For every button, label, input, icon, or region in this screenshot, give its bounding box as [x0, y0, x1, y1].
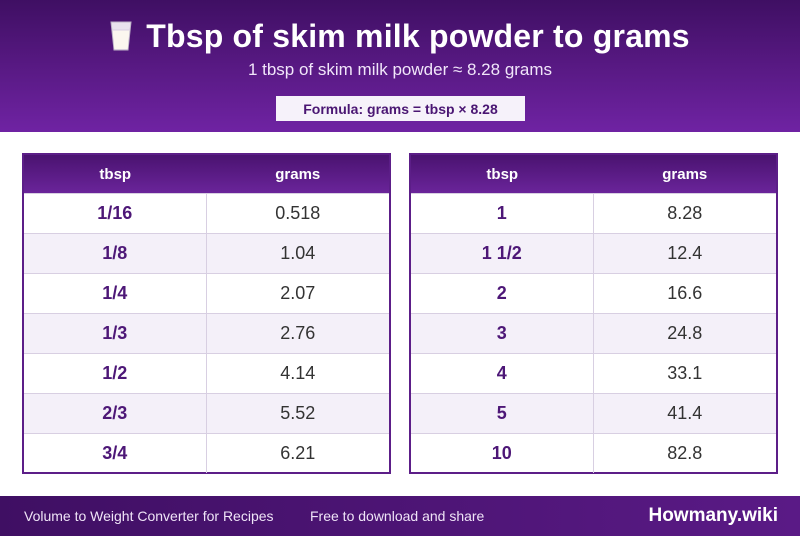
grams-cell: 2.07	[280, 283, 316, 303]
table-row: 1 1/2 12.4	[411, 233, 776, 273]
column-header-tbsp: tbsp	[99, 165, 132, 183]
table-row: 2 16.6	[411, 273, 776, 313]
tbsp-cell: 10	[411, 434, 594, 473]
conversion-table-right: tbsp grams 1 8.28 1 1/2 12.4 2 16.6 3 24.8 4…	[409, 153, 778, 474]
tbsp-cell: 3/4	[24, 434, 207, 473]
table-row: 3/4 6.21	[24, 433, 389, 473]
table-row: 10 82.8	[411, 433, 776, 473]
tbsp-cell: 5	[411, 394, 594, 433]
table-header: tbsp grams	[24, 155, 389, 193]
page-subtitle: 1 tbsp of skim milk powder ≈ 8.28 grams	[247, 60, 553, 79]
table-header: tbsp grams	[411, 155, 776, 193]
title-row: Tbsp of skim milk powder to grams	[0, 14, 800, 58]
column-header-grams: grams	[662, 165, 708, 183]
footer-bar: Volume to Weight Converter for Recipes F…	[0, 496, 800, 536]
tbsp-cell: 1/4	[24, 274, 207, 313]
table-row: 3 24.8	[411, 313, 776, 353]
tbsp-cell: 1/3	[24, 314, 207, 353]
table-row: 1/3 2.76	[24, 313, 389, 353]
tbsp-cell: 1 1/2	[411, 234, 594, 273]
table-row: 1/16 0.518	[24, 193, 389, 233]
table-body: 1/16 0.518 1/8 1.04 1/4 2.07 1/3 2.76 1/2 4.1…	[24, 193, 389, 473]
header-banner: Tbsp of skim milk powder to grams 1 tbsp…	[0, 0, 800, 132]
tbsp-cell: 2/3	[24, 394, 207, 433]
table-row: 5 41.4	[411, 393, 776, 433]
footer-tagline: Volume to Weight Converter for Recipes	[24, 508, 274, 524]
tbsp-cell: 2	[411, 274, 594, 313]
grams-cell: 2.76	[280, 323, 316, 343]
milk-glass-icon	[110, 21, 132, 51]
page-title: Tbsp of skim milk powder to grams	[146, 17, 690, 54]
tbsp-cell: 1	[411, 194, 594, 233]
table-row: 4 33.1	[411, 353, 776, 393]
tbsp-cell: 4	[411, 354, 594, 393]
table-row: 1/8 1.04	[24, 233, 389, 273]
tbsp-cell: 1/2	[24, 354, 207, 393]
table-body: 1 8.28 1 1/2 12.4 2 16.6 3 24.8 4 33.1 5 41.4 …	[411, 193, 776, 473]
tbsp-cell: 1/8	[24, 234, 207, 273]
footer-share-note: Free to download and share	[310, 508, 485, 524]
grams-cell: 8.28	[667, 203, 703, 223]
grams-cell: 1.04	[280, 243, 316, 263]
column-header-tbsp: tbsp	[486, 165, 519, 183]
grams-cell: 82.8	[667, 443, 703, 463]
table-row: 1/2 4.14	[24, 353, 389, 393]
grams-cell: 12.4	[667, 243, 703, 263]
tbsp-cell: 1/16	[24, 194, 207, 233]
grams-cell: 24.8	[667, 323, 703, 343]
column-header-grams: grams	[275, 165, 321, 183]
brand-logo-text[interactable]: Howmany.wiki	[648, 505, 778, 526]
tbsp-cell: 3	[411, 314, 594, 353]
grams-cell: 5.52	[280, 403, 316, 423]
grams-cell: 6.21	[280, 443, 316, 463]
grams-cell: 0.518	[275, 203, 321, 223]
grams-cell: 33.1	[667, 363, 703, 383]
table-row: 1 8.28	[411, 193, 776, 233]
grams-cell: 41.4	[667, 403, 703, 423]
table-row: 2/3 5.52	[24, 393, 389, 433]
conversion-table-left: tbsp grams 1/16 0.518 1/8 1.04 1/4 2.07 1/3…	[22, 153, 391, 474]
grams-cell: 16.6	[667, 283, 703, 303]
formula-badge: Formula: grams = tbsp × 8.28	[276, 96, 525, 121]
grams-cell: 4.14	[280, 363, 316, 383]
table-row: 1/4 2.07	[24, 273, 389, 313]
